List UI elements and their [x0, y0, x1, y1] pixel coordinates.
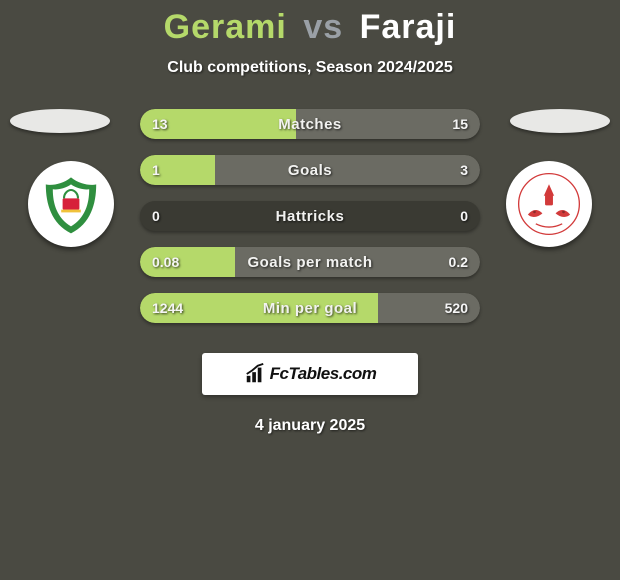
stat-label: Min per goal — [140, 293, 480, 323]
chart-icon — [244, 363, 266, 385]
date-text: 4 january 2025 — [0, 417, 620, 435]
club-right-icon — [516, 171, 582, 237]
vs-text: vs — [303, 8, 343, 46]
subtitle: Club competitions, Season 2024/2025 — [0, 59, 620, 77]
stat-row: 00Hattricks — [140, 201, 480, 231]
stat-row: 1315Matches — [140, 109, 480, 139]
comparison-title: Gerami vs Faraji — [0, 0, 620, 47]
stat-label: Goals per match — [140, 247, 480, 277]
stat-row: 1244520Min per goal — [140, 293, 480, 323]
stats-stage: 1315Matches 13Goals 00Hattricks 0.080.2Goal… — [0, 109, 620, 349]
stat-label: Goals — [140, 155, 480, 185]
player2-avatar — [510, 109, 610, 133]
stat-row: 0.080.2Goals per match — [140, 247, 480, 277]
stat-row: 13Goals — [140, 155, 480, 185]
stat-label: Hattricks — [140, 201, 480, 231]
player1-name: Gerami — [164, 8, 287, 46]
club-left-icon — [36, 169, 106, 239]
player1-club-badge — [28, 161, 114, 247]
player2-club-badge — [506, 161, 592, 247]
player1-avatar — [10, 109, 110, 133]
stat-label: Matches — [140, 109, 480, 139]
brand-text: FcTables.com — [270, 364, 377, 384]
player2-name: Faraji — [360, 8, 457, 46]
brand-box[interactable]: FcTables.com — [202, 353, 418, 395]
stat-bars: 1315Matches 13Goals 00Hattricks 0.080.2Goal… — [140, 109, 480, 339]
